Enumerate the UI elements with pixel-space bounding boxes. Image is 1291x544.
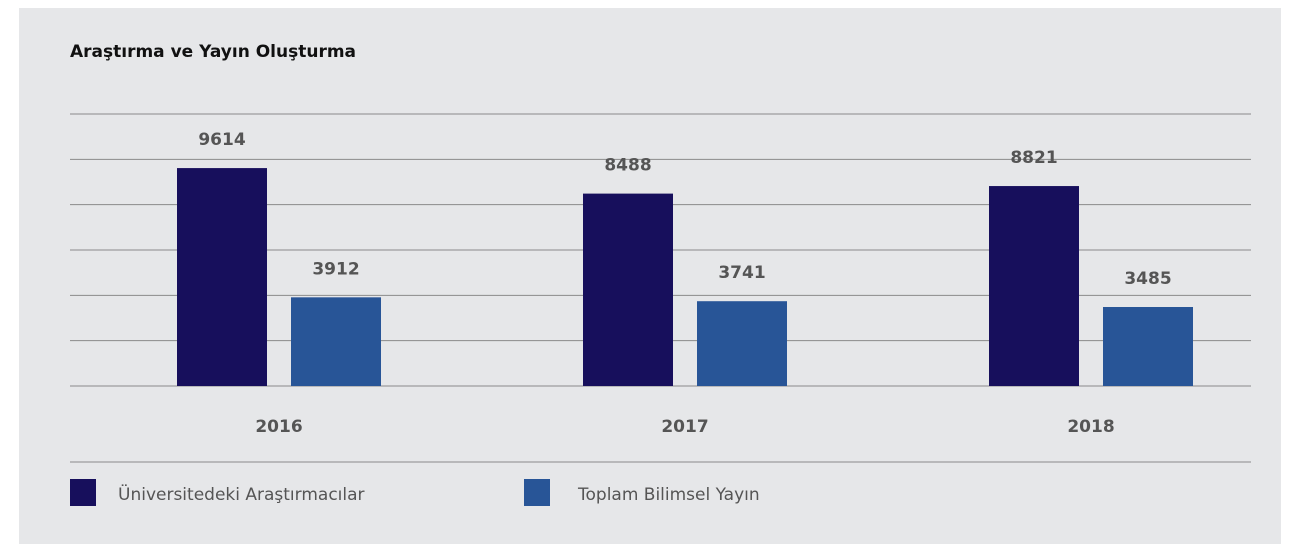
bar xyxy=(583,193,673,386)
value-label: 9614 xyxy=(198,130,245,150)
x-tick-label: 2018 xyxy=(1067,417,1114,437)
legend-label: Toplam Bilimsel Yayın xyxy=(577,485,760,505)
x-tick-label: 2017 xyxy=(661,417,708,437)
value-label: 3485 xyxy=(1124,269,1171,289)
legend-swatch xyxy=(524,479,550,506)
legend-swatch xyxy=(70,479,96,506)
bar xyxy=(291,297,381,386)
bar xyxy=(697,301,787,386)
value-label: 3912 xyxy=(312,259,359,279)
bar xyxy=(177,168,267,386)
bar xyxy=(989,186,1079,386)
value-label: 3741 xyxy=(718,263,765,283)
value-label: 8488 xyxy=(604,156,651,176)
chart-title: Araştırma ve Yayın Oluşturma xyxy=(70,42,356,62)
bar xyxy=(1103,307,1193,386)
x-tick-label: 2016 xyxy=(255,417,302,437)
legend-label: Üniversitedeki Araştırmacılar xyxy=(118,483,365,505)
value-label: 8821 xyxy=(1010,148,1057,168)
